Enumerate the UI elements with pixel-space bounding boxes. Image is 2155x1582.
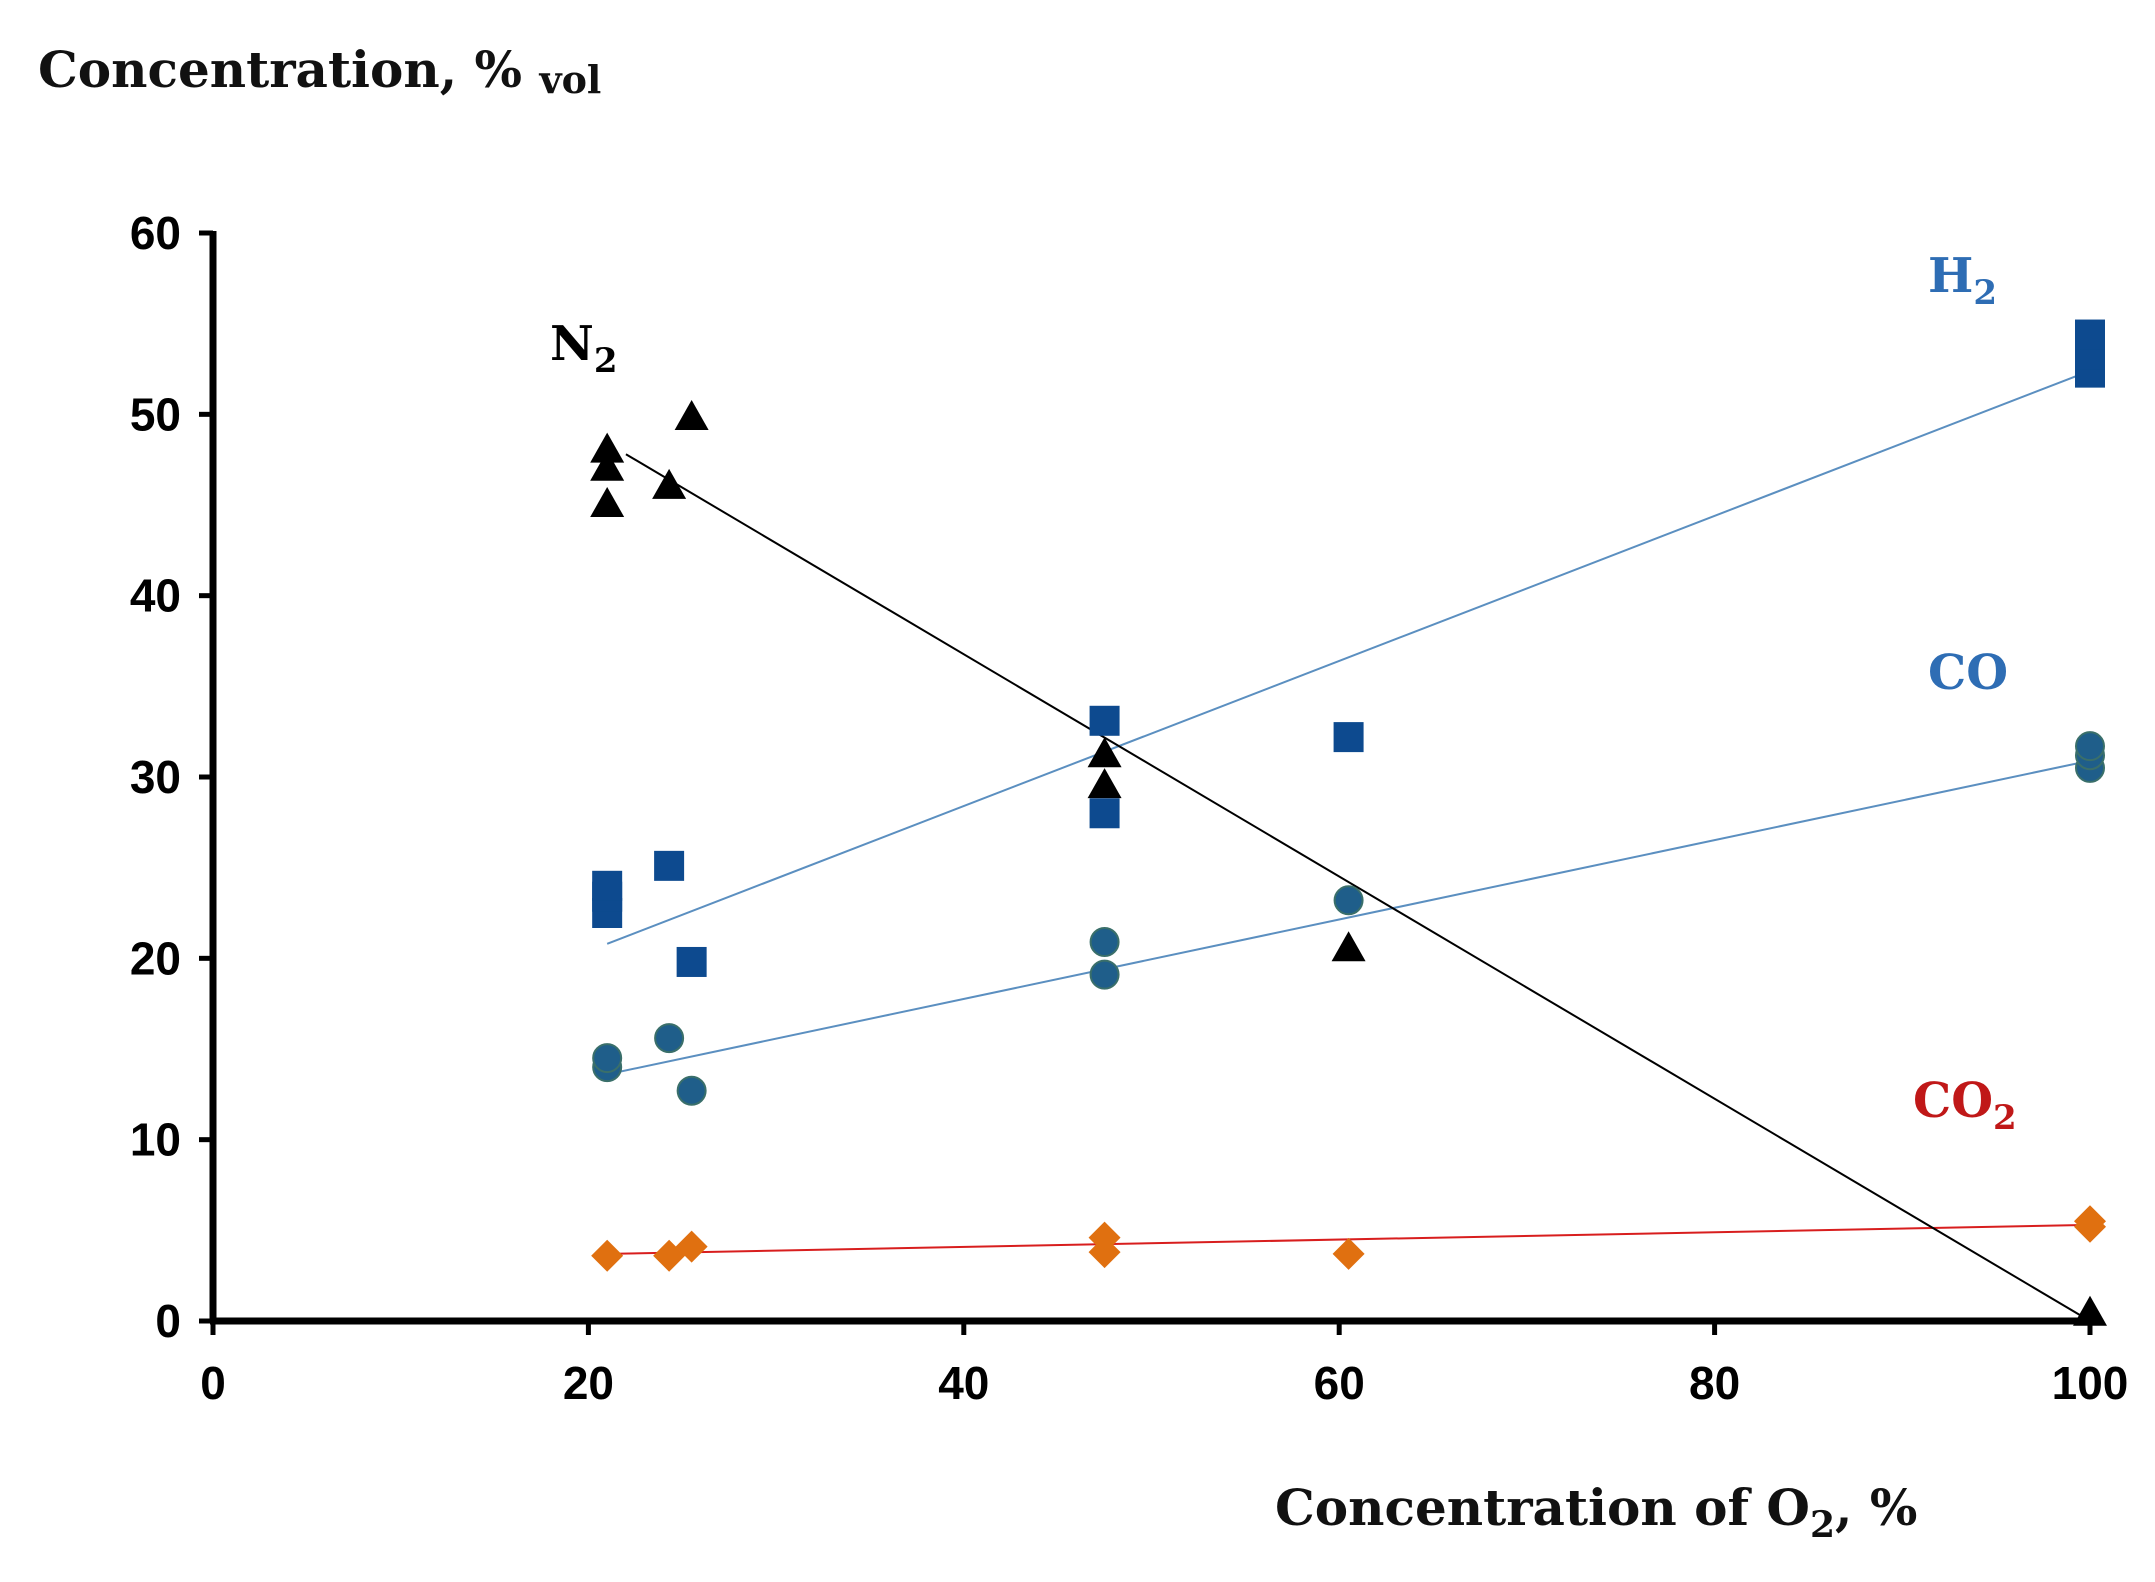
data-point-n2 [2073,1295,2107,1326]
x-tick-label: 60 [1314,1357,1365,1409]
series-label-co2-sub: 2 [1993,1098,2017,1138]
data-point-co2 [591,1239,624,1272]
axes: 0 10 20 30 40 50 60 0 20 40 60 80 100 [130,207,2129,1409]
trend-line-n2 [625,453,2091,1322]
data-point-h2 [1089,798,1120,829]
y-tick-label: 60 [130,207,181,259]
series-label-co2: CO2 [1913,1073,2017,1138]
data-point-co [592,1043,623,1074]
series-label-h2-sub: 2 [1973,273,1998,313]
y-tick-label: 40 [130,570,181,622]
data-point-co2 [1332,1237,1365,1270]
x-axis-title-subscript: 2 [1809,1504,1836,1546]
x-tick-label: 100 [2052,1357,2129,1409]
y-tick-label: 0 [155,1295,181,1347]
series-label-n2-main: N [550,316,594,372]
data-point-co [654,1023,685,1054]
y-axis-title-main: Concentration, % [38,40,523,99]
data-point-h2 [592,870,623,901]
x-tick-label: 0 [200,1357,226,1409]
series-label-h2: H2 [1928,248,1997,313]
series-label-h2-main: H [1928,248,1974,304]
x-tick-label: 40 [938,1357,989,1409]
data-point-n2 [1331,931,1366,962]
data-point-co2 [1088,1221,1121,1254]
y-tick-label: 50 [130,388,181,440]
data-point-co2 [675,1230,708,1263]
data-points [590,319,2107,1326]
data-point-h2 [1089,705,1120,736]
data-point-n2 [590,450,625,481]
data-point-n2 [1087,737,1122,768]
data-point-h2 [1333,722,1364,753]
y-tick-label: 10 [130,1114,181,1166]
y-tick-label: 20 [130,932,181,984]
data-point-co [1089,927,1120,958]
series-label-co: CO [1928,645,2008,701]
data-point-n2 [590,432,625,463]
data-point-n2 [652,468,687,499]
y-axis-title: Concentration, % vol [38,40,602,102]
x-axis-title-suffix: , % [1835,1478,1918,1537]
data-point-co [1089,959,1120,990]
x-axis-title-main: Concentration of O [1275,1478,1810,1537]
data-point-h2 [2075,319,2105,350]
x-tick-label: 80 [1689,1357,1740,1409]
trend-line-co [606,759,2091,1076]
data-point-co [2075,731,2105,762]
data-point-co [1333,885,1364,916]
trend-line-h2 [606,369,2091,945]
data-point-co2 [2074,1205,2106,1238]
data-point-n2 [1087,768,1122,799]
data-point-h2 [676,946,707,977]
x-axis-title: Concentration of O2, % [1275,1478,1918,1546]
series-label-n2-sub: 2 [593,341,618,381]
data-point-n2 [674,399,709,430]
series-label-co-main: CO [1928,645,2009,701]
x-tick-label: 20 [563,1357,614,1409]
data-point-h2 [654,850,685,881]
series-label-n2: N2 [550,316,618,381]
data-point-co [676,1075,707,1106]
y-axis-title-subscript: vol [539,57,602,102]
trend-lines [606,369,2091,1322]
data-point-n2 [590,487,625,517]
series-label-co2-main: CO [1913,1073,1994,1129]
y-tick-label: 30 [130,751,181,803]
